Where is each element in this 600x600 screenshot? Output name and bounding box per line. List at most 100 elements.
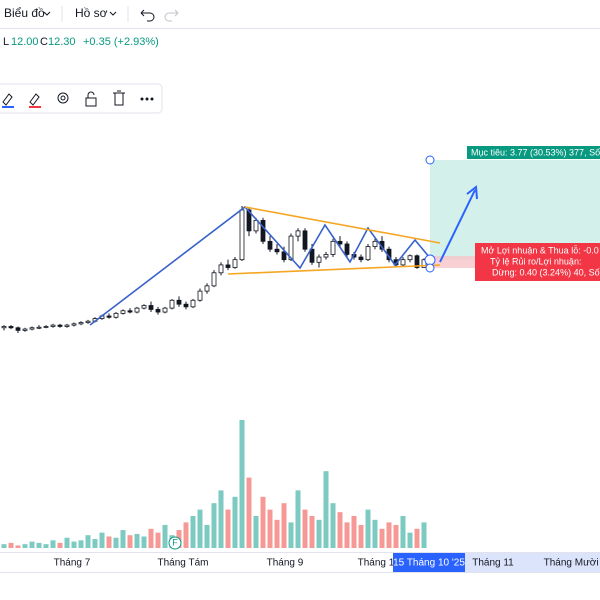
- volume-bar: [71, 541, 77, 548]
- volume-bar: [1, 544, 7, 548]
- volume-bar: [365, 509, 371, 548]
- candle-body: [372, 240, 378, 247]
- volume-bar: [218, 490, 224, 548]
- open-pnl-label: Mở Lợi nhuận & Thua lỗ: -0.0: [481, 245, 599, 255]
- more-button[interactable]: [140, 97, 144, 101]
- chart-menu[interactable]: Biểu đồ: [4, 6, 45, 20]
- candle-body: [211, 272, 217, 287]
- volume-bar: [99, 532, 105, 548]
- settings-icon: [60, 95, 66, 101]
- candle-body: [260, 220, 266, 242]
- volume-bar: [393, 524, 399, 548]
- candle-body: [141, 305, 147, 309]
- volume-bar: [127, 535, 133, 548]
- candle-body: [1, 326, 7, 329]
- candle-body: [78, 322, 84, 325]
- volume-bar: [400, 516, 406, 548]
- volume-bar: [211, 503, 217, 548]
- volume-bar: [281, 503, 287, 548]
- candle-body: [127, 310, 133, 313]
- x-axis-label: Tháng 7: [54, 558, 91, 569]
- candle-body: [295, 230, 301, 237]
- volume-bar: [295, 490, 301, 548]
- volume-bar: [85, 535, 91, 548]
- lock-button[interactable]: [85, 97, 97, 107]
- redo-button[interactable]: [164, 9, 179, 22]
- x-axis-label: Tháng 9: [267, 558, 304, 569]
- candle-body: [57, 324, 63, 327]
- trend-path[interactable]: [89, 205, 431, 326]
- more-dot: [150, 97, 154, 101]
- volume-bar: [232, 496, 238, 548]
- x-axis-label: Tháng Tám: [158, 558, 209, 569]
- candle-body: [190, 299, 196, 308]
- profile-menu[interactable]: Hồ sơ: [75, 6, 108, 20]
- candle-body: [316, 256, 322, 263]
- candle-body: [358, 256, 364, 261]
- volume-bar: [330, 503, 336, 548]
- volume-bar: [421, 522, 427, 548]
- candle-body: [246, 209, 252, 232]
- volume-bar: [148, 528, 154, 548]
- candle-body: [85, 320, 91, 323]
- resistance-line[interactable]: [244, 206, 441, 244]
- candle-body: [22, 328, 28, 331]
- candle-body: [225, 264, 231, 268]
- volume-bar: [407, 532, 413, 548]
- volume-bar: [204, 524, 210, 548]
- candle-body: [155, 309, 161, 313]
- volume-bar: [8, 542, 14, 548]
- projection-arrow[interactable]: [439, 189, 476, 263]
- candle-body: [253, 220, 259, 232]
- delete-button[interactable]: [113, 90, 125, 106]
- volume-bar: [134, 533, 140, 548]
- stats-label-box: [475, 243, 600, 281]
- change-value: +0.35 (+2.93%): [83, 36, 159, 48]
- candle-body: [239, 209, 245, 261]
- profile-menu-caret: [109, 11, 117, 16]
- volume-bar: [253, 516, 259, 548]
- current-date: 15 Tháng 10 '25: [393, 558, 465, 569]
- close-value: 12.30: [48, 36, 76, 48]
- volume-bar: [141, 536, 147, 548]
- support-line[interactable]: [227, 264, 441, 275]
- candle-body: [302, 230, 308, 250]
- chart-menu-caret: [43, 11, 51, 16]
- top-toolbar: [0, 0, 600, 28]
- volume-bar: [337, 512, 343, 548]
- line-color-tool[interactable]: [2, 93, 13, 106]
- volume-bar: [64, 537, 70, 548]
- settings-button[interactable]: [57, 92, 69, 104]
- fill-tool[interactable]: [29, 93, 40, 106]
- candle-body: [274, 248, 280, 253]
- candle-body: [218, 264, 224, 274]
- target-label-box: [467, 146, 600, 159]
- volume-bar: [50, 540, 56, 548]
- candle-body: [50, 324, 56, 327]
- volume-bar: [92, 539, 98, 548]
- volume-bar: [197, 509, 203, 548]
- candle-body: [43, 326, 49, 328]
- volume-bar: [260, 496, 266, 548]
- drawing-toolbar: [0, 83, 163, 114]
- volume-bar: [190, 516, 196, 548]
- handle[interactable]: [425, 263, 435, 273]
- risk-reward-label: Tỷ lệ Rủi ro/Lợi nhuận:: [490, 256, 581, 266]
- volume-bar: [379, 528, 385, 548]
- candle-body: [197, 290, 203, 301]
- volume-bar: [183, 522, 189, 548]
- lock-icon: [87, 91, 95, 98]
- volume-bar: [78, 540, 84, 548]
- candle-body: [344, 243, 350, 255]
- volume-bar: [302, 509, 308, 548]
- handle[interactable]: [425, 155, 435, 165]
- candle-body: [365, 246, 371, 261]
- volume-bar: [372, 519, 378, 548]
- undo-button[interactable]: [140, 9, 155, 22]
- candle-body: [113, 312, 119, 318]
- event-marker[interactable]: [168, 536, 182, 550]
- candle-body: [15, 327, 21, 331]
- candle-body: [120, 310, 126, 314]
